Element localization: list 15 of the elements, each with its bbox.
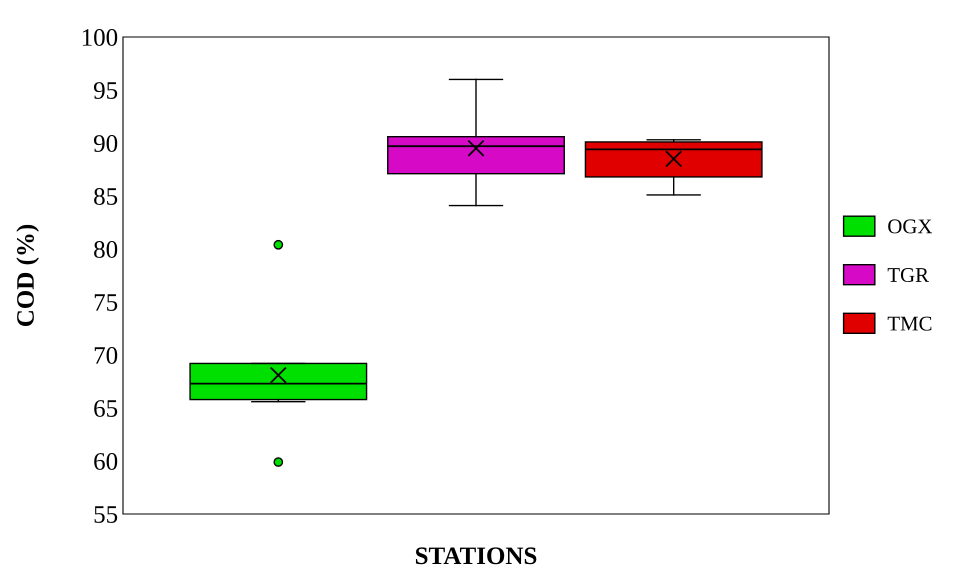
- x-axis-title: STATIONS: [416, 547, 536, 564]
- y-tick-label: 95: [94, 82, 118, 99]
- legend-label: OGX: [888, 219, 932, 234]
- y-tick-label: 80: [94, 241, 118, 258]
- y-tick-label: 60: [94, 453, 118, 470]
- y-tick-label: 55: [94, 506, 118, 523]
- y-tick-label: 100: [82, 29, 118, 46]
- y-tick-label: 70: [94, 347, 118, 364]
- legend-label: TMC: [888, 316, 932, 331]
- legend-label: TGR: [888, 268, 929, 282]
- y-axis-title: COD (%): [16, 224, 39, 326]
- y-tick-label: 65: [94, 400, 118, 417]
- y-tick-label: 75: [94, 294, 118, 311]
- y-tick-label: 85: [94, 188, 118, 205]
- y-tick-label: 90: [94, 135, 118, 152]
